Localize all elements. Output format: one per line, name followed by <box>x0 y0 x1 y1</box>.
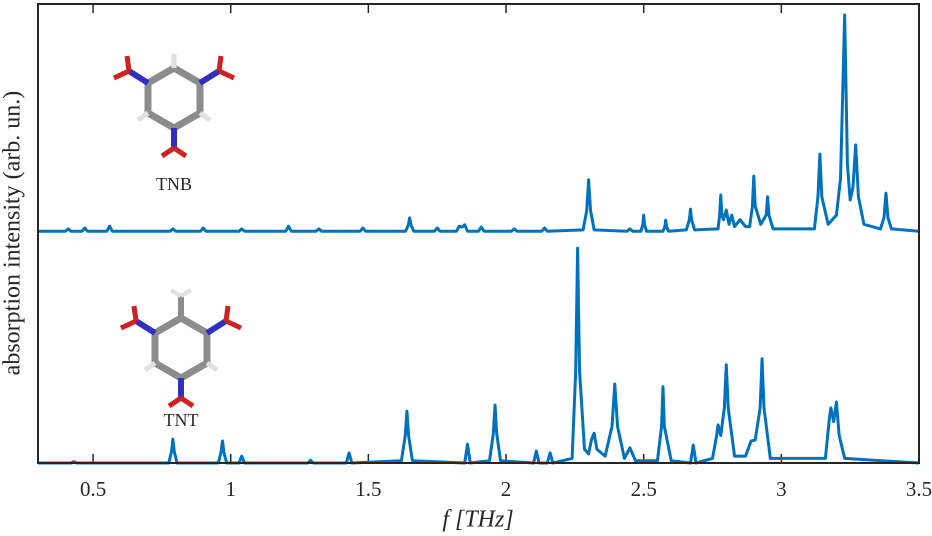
x-tick-label: 1 <box>225 477 236 501</box>
x-tick-label: 0.5 <box>80 477 106 501</box>
x-axis-label: f [THz] <box>442 507 513 533</box>
x-tick-label: 2 <box>501 477 512 501</box>
series-label: TNT <box>164 410 199 430</box>
x-tick-label: 3.5 <box>906 477 932 501</box>
tnt-molecule <box>119 288 243 409</box>
x-tick-label: 3 <box>776 477 787 501</box>
x-tick-label: 1.5 <box>355 477 381 501</box>
spectrum-line <box>38 246 920 465</box>
spectrum-line <box>38 13 920 233</box>
series-label: TNB <box>156 174 192 194</box>
axes-box <box>37 3 920 464</box>
x-tick-label: 2.5 <box>631 477 657 501</box>
y-axis-label: absorption intensity (arb. un.) <box>0 91 26 376</box>
tnb-molecule <box>112 54 236 159</box>
